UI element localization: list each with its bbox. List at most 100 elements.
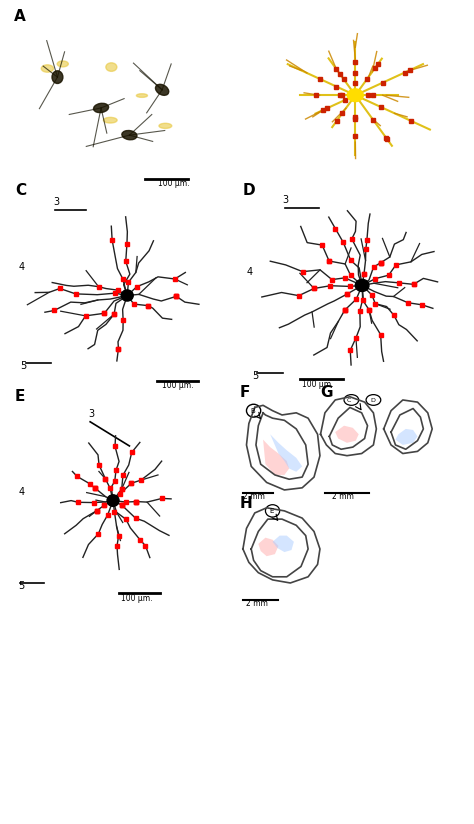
Point bbox=[253, 79, 260, 92]
Point bbox=[452, 141, 460, 154]
Point bbox=[400, 110, 408, 123]
Point bbox=[429, 54, 437, 67]
Point bbox=[451, 140, 459, 153]
Point bbox=[336, 54, 343, 67]
Ellipse shape bbox=[41, 65, 54, 73]
Point bbox=[357, 13, 365, 26]
Point bbox=[359, 60, 367, 73]
Point bbox=[268, 54, 276, 68]
Point bbox=[334, 65, 342, 78]
Point bbox=[450, 58, 457, 71]
Point bbox=[403, 77, 410, 91]
Point bbox=[374, 166, 382, 180]
Point bbox=[285, 10, 292, 23]
Point bbox=[290, 34, 297, 47]
Point bbox=[261, 114, 268, 127]
Point bbox=[422, 91, 429, 105]
Point bbox=[423, 96, 431, 109]
Point bbox=[296, 111, 303, 124]
Point bbox=[459, 25, 467, 38]
Point bbox=[308, 30, 315, 43]
Text: 5: 5 bbox=[20, 361, 27, 371]
Point bbox=[367, 153, 374, 166]
Point bbox=[251, 73, 259, 86]
Point bbox=[446, 147, 453, 160]
Point bbox=[237, 83, 245, 96]
Point bbox=[303, 77, 311, 91]
Point bbox=[238, 135, 246, 148]
Point bbox=[450, 16, 458, 29]
Point bbox=[275, 52, 283, 65]
Point bbox=[362, 35, 369, 49]
Point bbox=[254, 118, 261, 131]
Point bbox=[293, 138, 301, 152]
Point bbox=[431, 144, 438, 157]
Point bbox=[430, 87, 438, 100]
Point bbox=[389, 63, 396, 77]
Point bbox=[297, 98, 305, 111]
Point bbox=[290, 13, 298, 26]
Point bbox=[300, 167, 308, 180]
Text: 100 μm.: 100 μm. bbox=[162, 382, 193, 391]
Point bbox=[442, 83, 450, 96]
Point bbox=[407, 7, 415, 21]
Point bbox=[312, 152, 320, 166]
Point bbox=[333, 143, 341, 156]
Point bbox=[430, 147, 438, 161]
Point bbox=[327, 163, 334, 176]
Point bbox=[417, 80, 425, 93]
Point bbox=[392, 2, 400, 16]
Point bbox=[424, 165, 431, 178]
Point bbox=[435, 94, 443, 107]
Point bbox=[404, 46, 412, 59]
Point bbox=[253, 87, 261, 100]
Point bbox=[434, 72, 441, 85]
Point bbox=[432, 59, 440, 72]
Point bbox=[239, 119, 247, 133]
Point bbox=[352, 69, 360, 82]
Point bbox=[369, 83, 376, 96]
Point bbox=[396, 141, 404, 154]
Point bbox=[344, 65, 352, 78]
Point bbox=[358, 68, 365, 81]
Point bbox=[427, 180, 434, 194]
Point bbox=[298, 96, 305, 109]
Point bbox=[293, 96, 301, 110]
Point bbox=[353, 90, 360, 103]
Point bbox=[263, 101, 270, 115]
Point bbox=[410, 51, 417, 64]
Point bbox=[423, 71, 430, 84]
Point bbox=[384, 30, 392, 43]
Point bbox=[415, 138, 423, 152]
Point bbox=[312, 129, 320, 143]
Point bbox=[277, 137, 284, 150]
Point bbox=[262, 105, 270, 118]
Point bbox=[257, 167, 265, 180]
Point bbox=[424, 98, 432, 111]
Point bbox=[247, 36, 255, 49]
Point bbox=[338, 156, 346, 169]
Point bbox=[428, 52, 436, 65]
Point bbox=[302, 80, 310, 93]
Point bbox=[261, 7, 268, 20]
Point bbox=[303, 105, 310, 118]
Point bbox=[402, 28, 410, 41]
Point bbox=[289, 143, 297, 156]
Point bbox=[452, 145, 460, 158]
Point bbox=[341, 171, 348, 185]
Point bbox=[244, 154, 251, 167]
Point bbox=[274, 60, 282, 73]
Point bbox=[431, 131, 438, 144]
Point bbox=[448, 145, 456, 158]
Point bbox=[281, 23, 289, 36]
Point bbox=[420, 4, 428, 17]
Point bbox=[441, 119, 449, 133]
Point bbox=[346, 129, 354, 143]
Point bbox=[285, 72, 293, 85]
Point bbox=[452, 27, 460, 40]
Point bbox=[345, 105, 353, 118]
Point bbox=[333, 87, 341, 101]
Point bbox=[277, 115, 285, 129]
Point bbox=[247, 40, 255, 54]
Point bbox=[373, 13, 380, 26]
